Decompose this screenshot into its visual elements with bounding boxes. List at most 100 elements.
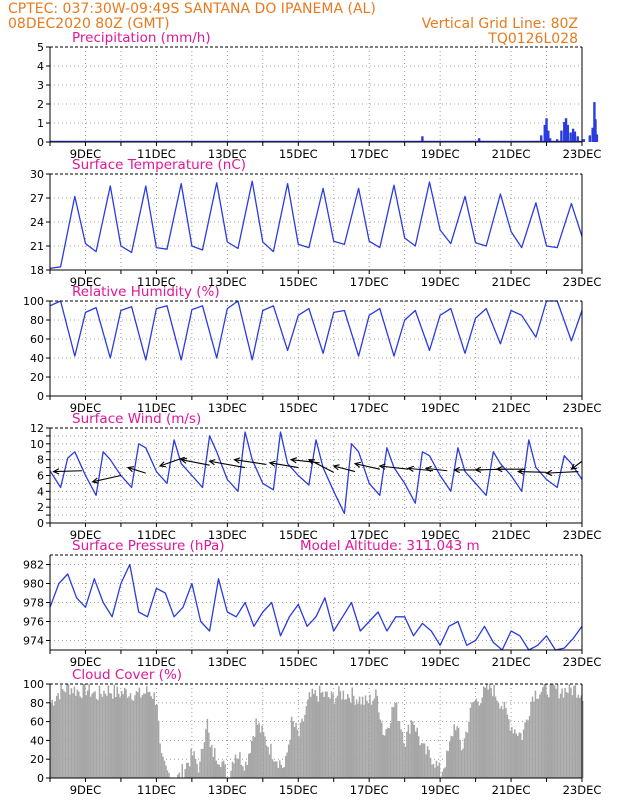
pressure-ytick-label: 978	[23, 597, 44, 610]
wind-ytick-label: 10	[30, 438, 44, 451]
precip-bar	[547, 130, 550, 142]
cloud-bar	[129, 692, 132, 778]
wind-arrow-head	[570, 463, 578, 470]
cloud-bar	[125, 689, 127, 778]
cloud-bar	[323, 696, 325, 778]
wind-series-line	[49, 431, 583, 515]
cloud-bar	[302, 721, 305, 778]
temperature-ytick-label: 30	[30, 168, 44, 181]
cloud-bar	[286, 752, 288, 778]
humidity-ytick-label: 80	[30, 314, 44, 327]
cloud-bar	[333, 704, 336, 778]
cloud-bar	[76, 689, 79, 778]
temperature-xtick-label: 13DEC	[208, 275, 247, 289]
cloud-bar	[491, 696, 494, 778]
wind-title: Surface Wind (m/s)	[72, 411, 201, 427]
cloud-bar	[537, 698, 540, 778]
precip-bar	[555, 139, 559, 142]
cloud-bar	[499, 708, 501, 778]
cloud-bar	[83, 684, 86, 778]
cloud-bar	[375, 689, 377, 778]
cloud-bar	[366, 700, 368, 778]
cloud-bar	[88, 684, 90, 778]
cloud-bar	[234, 754, 237, 778]
cloud-bar	[505, 707, 507, 778]
cloud-bar	[310, 696, 312, 778]
cloud-bar	[460, 750, 463, 778]
wind-arrow-head	[52, 468, 60, 475]
cloud-bar	[410, 720, 413, 778]
cloud-bar	[282, 767, 284, 778]
cloud-bar	[50, 702, 52, 778]
cloud-bar	[119, 697, 121, 778]
cloud-bar	[107, 685, 110, 778]
temperature-ytick-label: 18	[30, 264, 44, 277]
humidity-xtick-label: 21DEC	[492, 401, 531, 415]
cloud-bar	[150, 696, 152, 778]
cloud-bar	[567, 693, 569, 778]
cloud-bar	[524, 722, 526, 778]
temperature-xtick-label: 19DEC	[421, 275, 460, 289]
cloud-bar	[502, 709, 504, 778]
cloud-bar	[530, 701, 532, 778]
cloud-bar	[451, 736, 454, 778]
cloud-bar	[335, 698, 337, 778]
precip-ytick-label: 3	[37, 79, 44, 92]
cloud-bar	[465, 731, 467, 778]
pressure-xtick-label: 15DEC	[279, 655, 318, 669]
humidity-ytick-label: 40	[30, 352, 44, 365]
pressure-xtick-label: 11DEC	[137, 655, 176, 669]
cloud-bar	[469, 707, 472, 778]
cloud-bar	[403, 743, 405, 778]
cloud-bar	[112, 698, 114, 778]
cloud-bar	[555, 688, 557, 778]
cloud-bar	[386, 727, 389, 778]
cloud-bar	[558, 698, 560, 778]
wind-arrow	[234, 459, 267, 465]
wind-arrow	[354, 463, 380, 470]
cloud-bar	[304, 714, 306, 778]
cloud-bar	[308, 692, 311, 778]
cloud-bar	[506, 714, 509, 778]
cloud-bar	[574, 685, 577, 778]
cloud-bar	[92, 692, 95, 778]
cloud-bar	[437, 765, 439, 778]
precip-xtick-label: 13DEC	[208, 147, 247, 161]
cloud-bar	[363, 704, 365, 778]
cloud-bar	[573, 685, 575, 778]
pressure-subtitle: Model Altitude: 311.043 m	[300, 538, 480, 554]
cloud-bar	[185, 762, 188, 778]
cloud-bar	[106, 695, 108, 778]
cloud-bar	[543, 684, 546, 778]
cloud-bar	[321, 691, 324, 778]
cloud-bar	[224, 764, 226, 778]
wind-xtick-label: 9DEC	[70, 528, 101, 542]
precip-bar	[591, 127, 594, 142]
precip-bar	[477, 138, 481, 142]
cloud-bar	[271, 759, 274, 778]
cloud-bar	[258, 722, 260, 778]
cloud-bar	[533, 701, 535, 778]
cloud-bar	[548, 697, 550, 778]
cloud-bar	[369, 694, 371, 778]
cloud-bar	[177, 774, 179, 778]
wind-arrow-head	[233, 457, 241, 464]
cloud-ytick-label: 20	[30, 753, 44, 766]
cloud-bar	[345, 699, 348, 778]
cloud-bar	[200, 748, 203, 778]
cloud-bar	[209, 747, 212, 778]
cloud-bar	[202, 748, 204, 778]
pressure-xtick-label: 19DEC	[421, 655, 460, 669]
cloud-bar	[332, 693, 334, 778]
wind-arrow-head	[545, 469, 553, 476]
cloud-bar	[143, 693, 145, 778]
humidity-ytick-label: 100	[23, 295, 44, 308]
cloud-bar	[475, 698, 478, 778]
header-location: CPTEC: 037:30W-09:49S SANTANA DO IPANEMA…	[8, 1, 376, 17]
wind-arrow-head	[208, 459, 216, 466]
precip-ytick-label: 0	[37, 136, 44, 149]
cloud-bar	[549, 684, 551, 778]
cloud-bar	[187, 762, 189, 778]
precip-ytick-label: 4	[37, 60, 44, 73]
cloud-xtick-label: 15DEC	[279, 783, 318, 797]
